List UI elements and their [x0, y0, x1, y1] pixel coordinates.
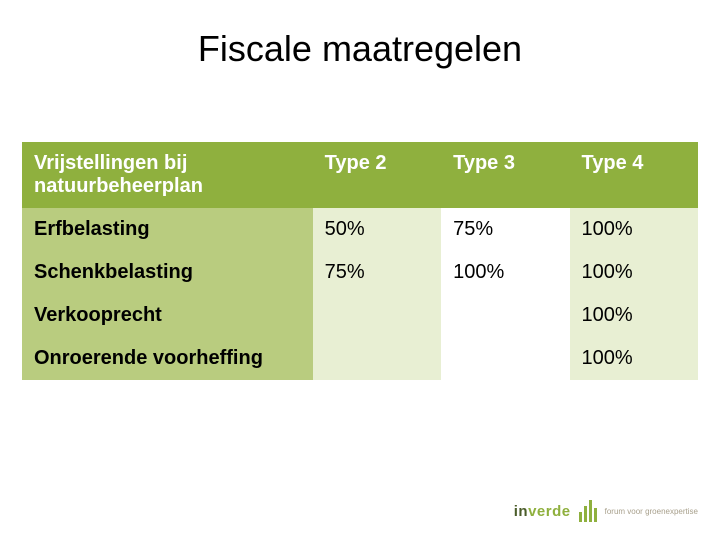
- row-label: Verkooprecht: [22, 294, 313, 337]
- row-label: Erfbelasting: [22, 208, 313, 251]
- logo-text: inverde: [514, 503, 571, 520]
- slide-title: Fiscale maatregelen: [22, 28, 698, 70]
- exemptions-table: Vrijstellingen bij natuurbeheerplan Type…: [22, 142, 698, 380]
- cell: [313, 294, 441, 337]
- header-cell: Type 4: [570, 142, 698, 208]
- cell: 100%: [570, 251, 698, 294]
- table-row: Schenkbelasting 75% 100% 100%: [22, 251, 698, 294]
- table-row: Verkooprecht 100%: [22, 294, 698, 337]
- footer-logo: inverde forum voor groenexpertise: [514, 500, 698, 522]
- row-label: Schenkbelasting: [22, 251, 313, 294]
- cell: [313, 337, 441, 380]
- cell: 75%: [313, 251, 441, 294]
- row-label: Onroerende voorheffing: [22, 337, 313, 380]
- header-cell: Type 3: [441, 142, 569, 208]
- cell: 100%: [570, 294, 698, 337]
- header-cell: Vrijstellingen bij natuurbeheerplan: [22, 142, 313, 208]
- logo-bars-icon: [579, 500, 597, 522]
- cell: 100%: [570, 337, 698, 380]
- cell: [441, 294, 569, 337]
- cell: 75%: [441, 208, 569, 251]
- header-cell: Type 2: [313, 142, 441, 208]
- table-row: Erfbelasting 50% 75% 100%: [22, 208, 698, 251]
- table-header-row: Vrijstellingen bij natuurbeheerplan Type…: [22, 142, 698, 208]
- cell: 50%: [313, 208, 441, 251]
- cell: 100%: [441, 251, 569, 294]
- table-row: Onroerende voorheffing 100%: [22, 337, 698, 380]
- cell: 100%: [570, 208, 698, 251]
- logo-tagline: forum voor groenexpertise: [605, 507, 698, 516]
- cell: [441, 337, 569, 380]
